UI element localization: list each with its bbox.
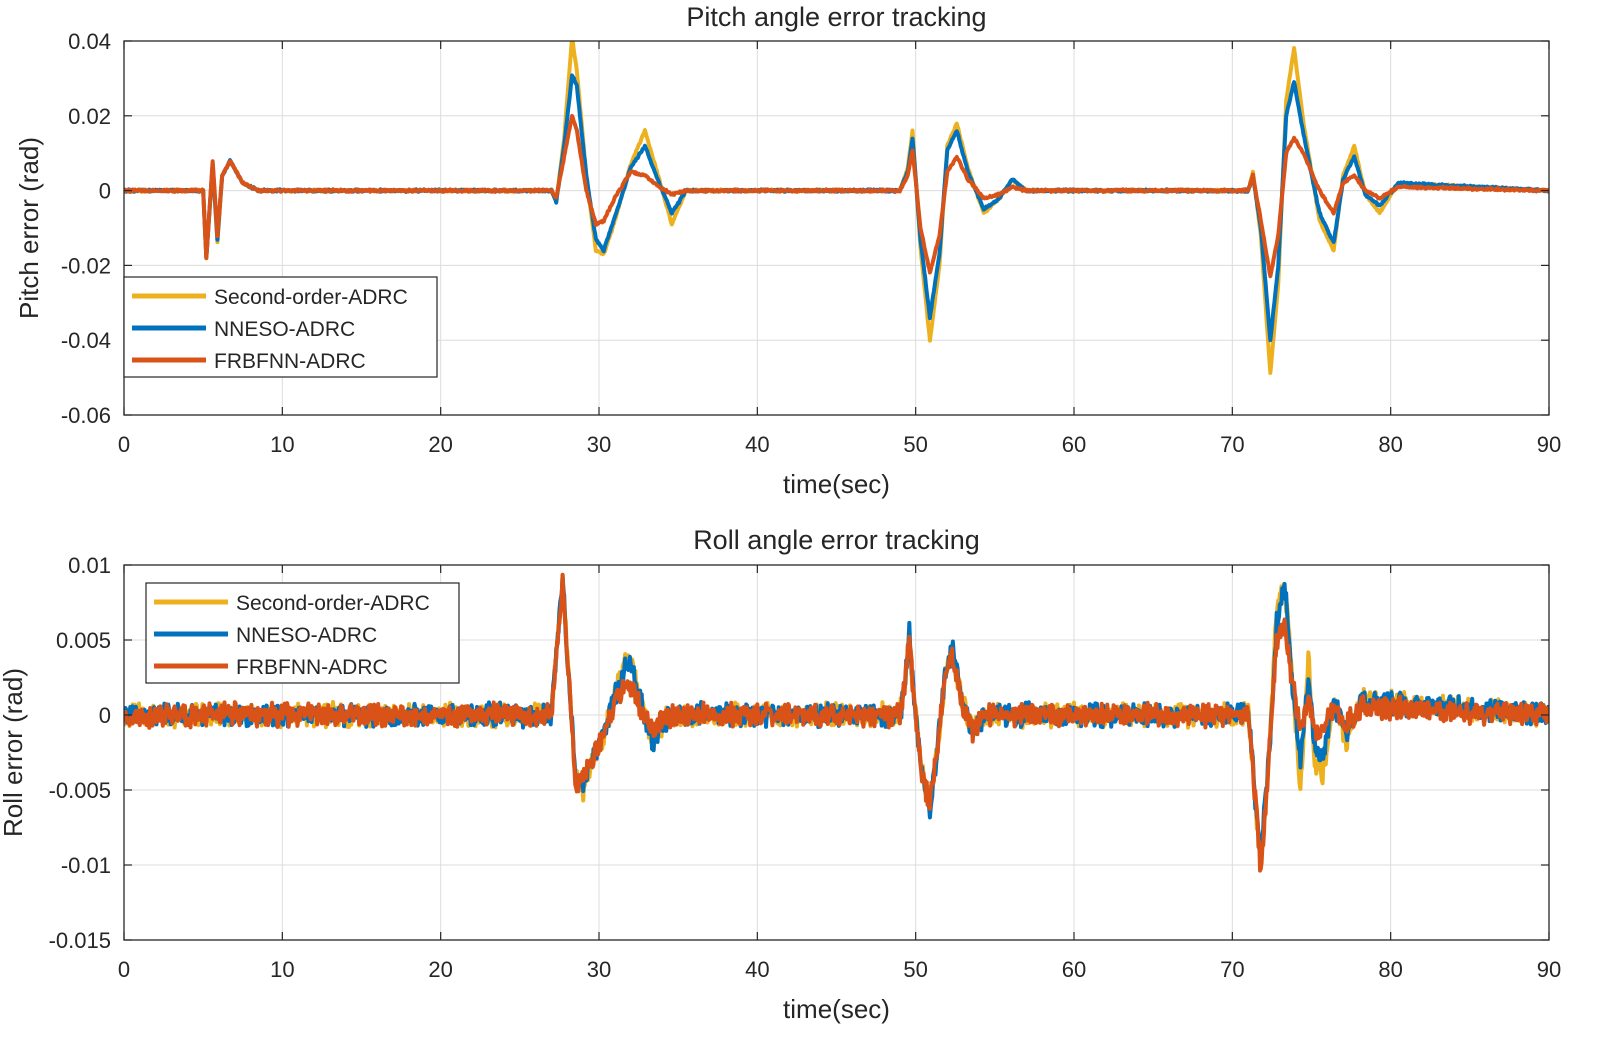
roll-x-tick-label: 0 [118, 957, 130, 982]
pitch-series-group [124, 41, 1549, 375]
roll-y-tick-label: 0.01 [68, 553, 111, 578]
roll-series-group [124, 572, 1549, 873]
pitch-y-axis-label: Pitch error (rad) [14, 137, 44, 319]
roll-legend: Second-order-ADRC NNESO-ADRC FRBFNN-ADRC [145, 582, 460, 684]
pitch-chart-panel: 0 10 20 30 40 50 60 70 80 90 -0.06 -0.04 -0.02 0 0.02 0… [14, 2, 1561, 499]
roll-legend-label: Second-order-ADRC [236, 592, 430, 615]
pitch-y-tick-label: 0 [99, 179, 111, 204]
roll-series-line-frbfnn-adrc [124, 572, 1549, 873]
pitch-axes-box [123, 40, 1550, 416]
pitch-x-tick-label: 50 [903, 432, 927, 457]
pitch-x-tick-label: 80 [1378, 432, 1402, 457]
pitch-y-tick-label: 0.04 [68, 29, 111, 54]
roll-chart-title: Roll angle error tracking [693, 525, 980, 555]
roll-x-tick-label: 30 [587, 957, 611, 982]
roll-x-tick-label: 50 [903, 957, 927, 982]
pitch-legend-label: Second-order-ADRC [214, 286, 408, 309]
roll-y-tick-label: -0.01 [61, 853, 111, 878]
roll-legend-label: FRBFNN-ADRC [236, 656, 388, 679]
roll-x-axis-label: time(sec) [783, 994, 890, 1024]
pitch-y-tick-label: 0.02 [68, 104, 111, 129]
pitch-y-tick-label: -0.06 [61, 403, 111, 428]
pitch-legend-label: NNESO-ADRC [214, 318, 355, 341]
pitch-y-tick-label: -0.02 [61, 253, 111, 278]
roll-axes-box [123, 564, 1550, 941]
pitch-x-axis-label: time(sec) [783, 469, 890, 499]
roll-x-tick-label: 20 [428, 957, 452, 982]
roll-x-tick-label: 70 [1220, 957, 1244, 982]
pitch-x-tick-label: 90 [1537, 432, 1561, 457]
pitch-x-tick-label: 60 [1062, 432, 1086, 457]
pitch-legend: Second-order-ADRC NNESO-ADRC FRBFNN-ADRC [123, 276, 438, 378]
roll-x-tick-label: 10 [270, 957, 294, 982]
pitch-x-tick-label: 20 [428, 432, 452, 457]
pitch-chart-title: Pitch angle error tracking [686, 2, 986, 32]
roll-y-tick-label: -0.005 [49, 778, 111, 803]
roll-x-tick-label: 90 [1537, 957, 1561, 982]
roll-y-axis-label: Roll error (rad) [0, 668, 28, 837]
pitch-legend-label: FRBFNN-ADRC [214, 350, 366, 373]
roll-x-tick-label: 80 [1378, 957, 1402, 982]
pitch-series-line-frbfnn-adrc [124, 113, 1549, 279]
roll-chart-panel: 0 10 20 30 40 50 60 70 80 90 -0.015 -0.01 -0.005 0 0.0… [0, 525, 1561, 1024]
roll-y-tick-label: -0.015 [49, 928, 111, 953]
roll-y-tick-label: 0 [99, 703, 111, 728]
roll-x-tick-label: 60 [1062, 957, 1086, 982]
roll-legend-label: NNESO-ADRC [236, 624, 377, 647]
roll-y-tick-label: 0.005 [56, 628, 111, 653]
pitch-x-tick-label: 40 [745, 432, 769, 457]
pitch-x-tick-label: 0 [118, 432, 130, 457]
roll-x-tick-label: 40 [745, 957, 769, 982]
pitch-x-tick-label: 70 [1220, 432, 1244, 457]
pitch-y-tick-label: -0.04 [61, 328, 111, 353]
pitch-x-tick-label: 30 [587, 432, 611, 457]
pitch-x-tick-label: 10 [270, 432, 294, 457]
